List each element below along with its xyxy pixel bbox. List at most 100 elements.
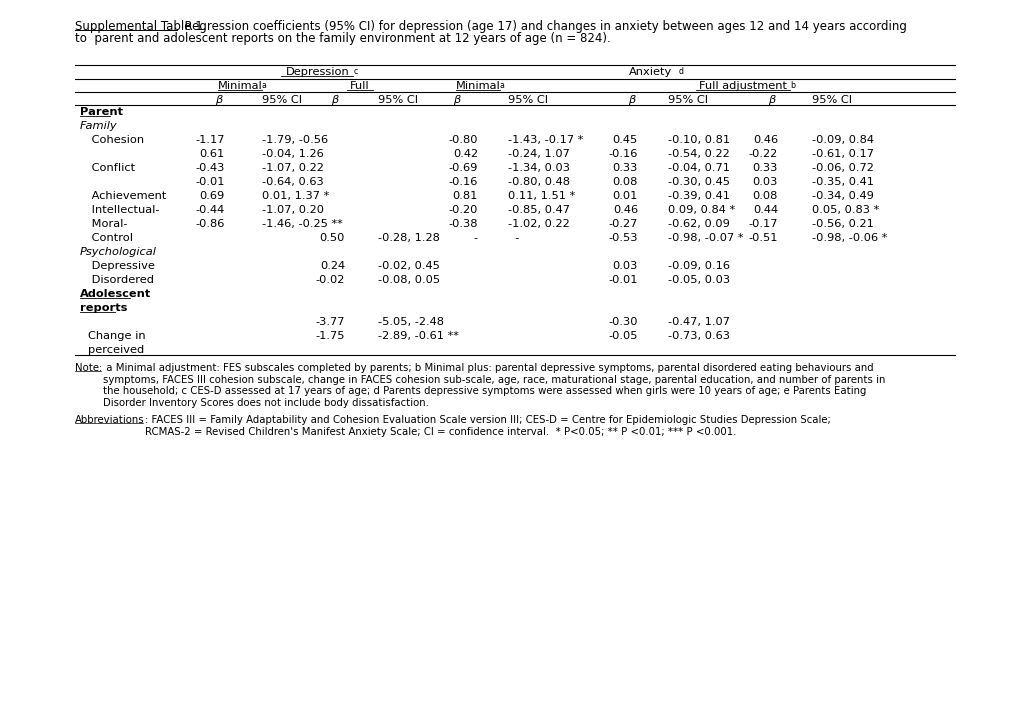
Text: 0.01: 0.01: [612, 191, 637, 201]
Text: β: β: [767, 95, 774, 105]
Text: -1.07, 0.20: -1.07, 0.20: [262, 205, 324, 215]
Text: -0.80: -0.80: [448, 135, 478, 145]
Text: -0.10, 0.81: -0.10, 0.81: [667, 135, 730, 145]
Text: 0.46: 0.46: [612, 205, 637, 215]
Text: 0.11, 1.51 *: 0.11, 1.51 *: [507, 191, 575, 201]
Text: -1.17: -1.17: [196, 135, 225, 145]
Text: 0.44: 0.44: [752, 205, 777, 215]
Text: -0.02: -0.02: [315, 275, 344, 285]
Text: -0.73, 0.63: -0.73, 0.63: [667, 331, 730, 341]
Text: -2.89, -0.61 **: -2.89, -0.61 **: [378, 331, 459, 341]
Text: -0.35, 0.41: -0.35, 0.41: [811, 177, 873, 187]
Text: -0.80, 0.48: -0.80, 0.48: [507, 177, 570, 187]
Text: Change in: Change in: [88, 331, 146, 341]
Text: Disordered: Disordered: [88, 275, 154, 285]
Text: -0.24, 1.07: -0.24, 1.07: [507, 149, 570, 159]
Text: Note:: Note:: [75, 363, 102, 373]
Text: -0.22: -0.22: [748, 149, 777, 159]
Text: -0.64, 0.63: -0.64, 0.63: [262, 177, 323, 187]
Text: Intellectual-: Intellectual-: [88, 205, 159, 215]
Text: -0.53: -0.53: [608, 233, 637, 243]
Text: -1.07, 0.22: -1.07, 0.22: [262, 163, 324, 173]
Text: Full adjustment: Full adjustment: [699, 81, 787, 91]
Text: Depression: Depression: [285, 67, 350, 77]
Text: -1.79, -0.56: -1.79, -0.56: [262, 135, 328, 145]
Text: -0.27: -0.27: [608, 219, 637, 229]
Text: -0.39, 0.41: -0.39, 0.41: [667, 191, 730, 201]
Text: -0.01: -0.01: [196, 177, 225, 187]
Text: Parent: Parent: [79, 107, 123, 117]
Text: -0.04, 1.26: -0.04, 1.26: [262, 149, 323, 159]
Text: 0.03: 0.03: [752, 177, 777, 187]
Text: Abbreviations: Abbreviations: [75, 415, 145, 425]
Text: perceived: perceived: [88, 345, 144, 355]
Text: 0.08: 0.08: [612, 177, 637, 187]
Text: -5.05, -2.48: -5.05, -2.48: [378, 317, 443, 327]
Text: -0.20: -0.20: [448, 205, 478, 215]
Text: -1.75: -1.75: [315, 331, 344, 341]
Text: a: a: [262, 81, 267, 90]
Text: 0.46: 0.46: [752, 135, 777, 145]
Text: 95% CI: 95% CI: [378, 95, 418, 105]
Text: -0.85, 0.47: -0.85, 0.47: [507, 205, 570, 215]
Text: -0.38: -0.38: [448, 219, 478, 229]
Text: -0.17: -0.17: [748, 219, 777, 229]
Text: Control: Control: [88, 233, 132, 243]
Text: β: β: [627, 95, 635, 105]
Text: -0.16: -0.16: [448, 177, 478, 187]
Text: 0.45: 0.45: [612, 135, 637, 145]
Text: 95% CI: 95% CI: [262, 95, 302, 105]
Text: -0.47, 1.07: -0.47, 1.07: [667, 317, 730, 327]
Text: -0.09, 0.84: -0.09, 0.84: [811, 135, 873, 145]
Text: 95% CI: 95% CI: [507, 95, 547, 105]
Text: -0.86: -0.86: [196, 219, 225, 229]
Text: β: β: [452, 95, 460, 105]
Text: Minimal: Minimal: [217, 81, 262, 91]
Text: -0.61, 0.17: -0.61, 0.17: [811, 149, 873, 159]
Text: Conflict: Conflict: [88, 163, 135, 173]
Text: -: -: [507, 233, 526, 243]
Text: -0.09, 0.16: -0.09, 0.16: [667, 261, 730, 271]
Text: 0.42: 0.42: [452, 149, 478, 159]
Text: Depressive: Depressive: [88, 261, 155, 271]
Text: -0.34, 0.49: -0.34, 0.49: [811, 191, 873, 201]
Text: 0.09, 0.84 *: 0.09, 0.84 *: [667, 205, 735, 215]
Text: Anxiety: Anxiety: [629, 67, 672, 77]
Text: Supplemental Table 1.: Supplemental Table 1.: [75, 20, 206, 33]
Text: -0.04, 0.71: -0.04, 0.71: [667, 163, 730, 173]
Text: 0.01, 1.37 *: 0.01, 1.37 *: [262, 191, 329, 201]
Text: -1.02, 0.22: -1.02, 0.22: [507, 219, 570, 229]
Text: 0.33: 0.33: [752, 163, 777, 173]
Text: Minimal: Minimal: [455, 81, 500, 91]
Text: β: β: [215, 95, 222, 105]
Text: -3.77: -3.77: [315, 317, 344, 327]
Text: 95% CI: 95% CI: [667, 95, 707, 105]
Text: -1.43, -0.17 *: -1.43, -0.17 *: [507, 135, 583, 145]
Text: -0.43: -0.43: [196, 163, 225, 173]
Text: Psychological: Psychological: [79, 247, 157, 257]
Text: -0.30, 0.45: -0.30, 0.45: [667, 177, 730, 187]
Text: 0.08: 0.08: [752, 191, 777, 201]
Text: -0.54, 0.22: -0.54, 0.22: [667, 149, 729, 159]
Text: Regression coefficients (95% CI) for depression (age 17) and changes in anxiety : Regression coefficients (95% CI) for dep…: [176, 20, 906, 33]
Text: -0.01: -0.01: [608, 275, 637, 285]
Text: -0.05: -0.05: [608, 331, 637, 341]
Text: -1.34, 0.03: -1.34, 0.03: [507, 163, 570, 173]
Text: 0.24: 0.24: [320, 261, 344, 271]
Text: -0.05, 0.03: -0.05, 0.03: [667, 275, 730, 285]
Text: -0.98, -0.07 *: -0.98, -0.07 *: [667, 233, 743, 243]
Text: Family: Family: [79, 121, 117, 131]
Text: Achievement: Achievement: [88, 191, 166, 201]
Text: Moral-: Moral-: [88, 219, 127, 229]
Text: reports: reports: [79, 303, 127, 313]
Text: -0.69: -0.69: [448, 163, 478, 173]
Text: a Minimal adjustment: FES subscales completed by parents; b Minimal plus: parent: a Minimal adjustment: FES subscales comp…: [103, 363, 884, 408]
Text: -0.02, 0.45: -0.02, 0.45: [378, 261, 439, 271]
Text: c: c: [354, 67, 358, 76]
Text: -0.28, 1.28: -0.28, 1.28: [378, 233, 439, 243]
Text: Full: Full: [350, 81, 370, 91]
Text: -0.56, 0.21: -0.56, 0.21: [811, 219, 873, 229]
Text: -1.46, -0.25 **: -1.46, -0.25 **: [262, 219, 342, 229]
Text: -0.16: -0.16: [608, 149, 637, 159]
Text: 0.50: 0.50: [319, 233, 344, 243]
